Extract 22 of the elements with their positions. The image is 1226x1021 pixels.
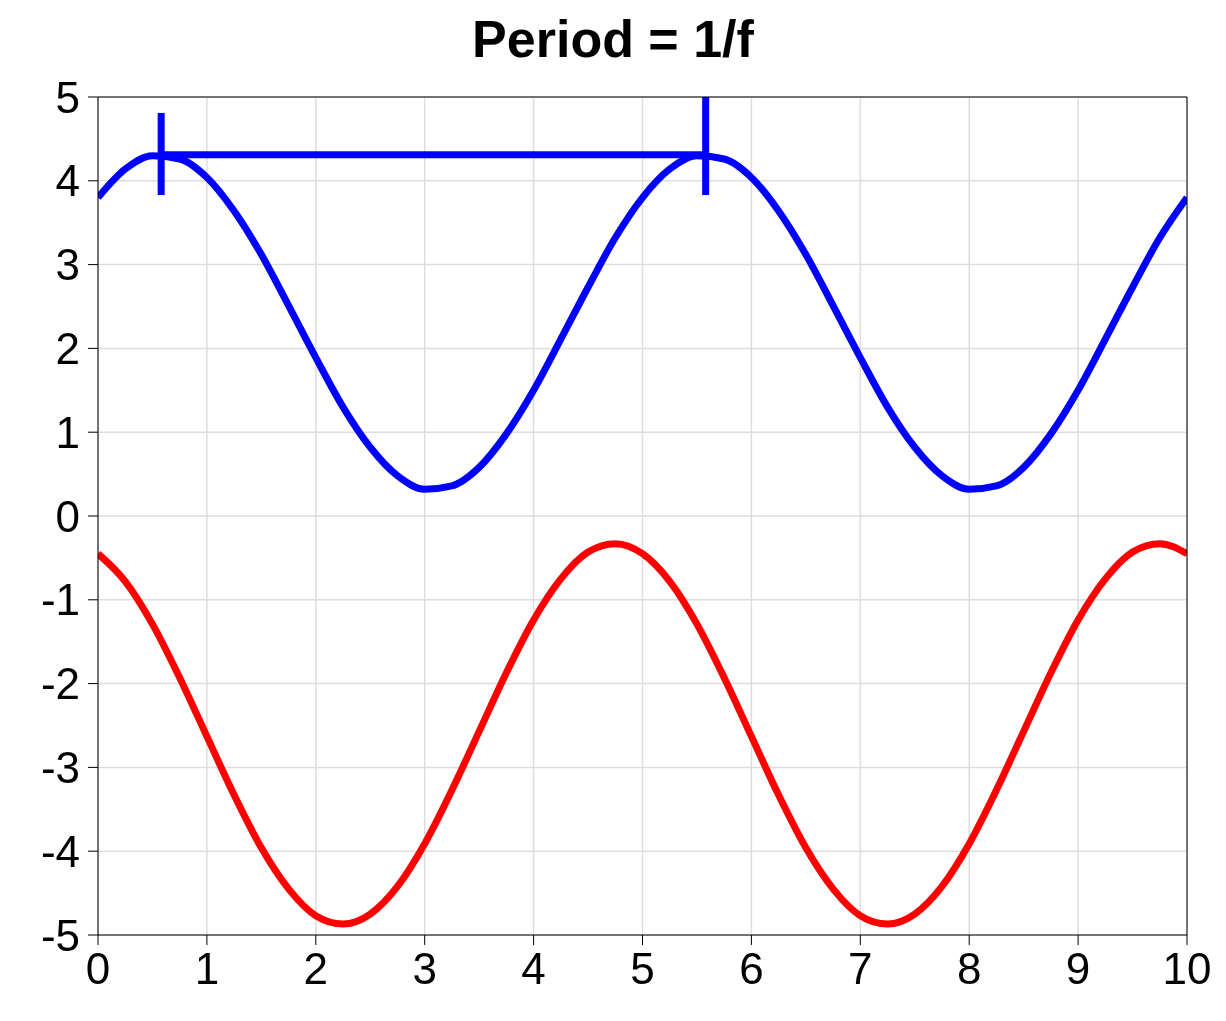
- y-tick-label: 4: [55, 156, 80, 206]
- y-tick-label: 5: [55, 72, 80, 122]
- x-tick-label: 1: [194, 944, 220, 994]
- y-tick-label: -5: [40, 910, 80, 960]
- x-tick-label: 5: [630, 944, 655, 994]
- y-tick-label: 2: [55, 324, 80, 374]
- y-tick-label: -2: [40, 659, 80, 709]
- y-tick-label: -1: [40, 575, 80, 625]
- x-tick-label: 6: [739, 944, 764, 994]
- x-tick-label: 9: [1065, 944, 1091, 994]
- y-tick-label: -3: [40, 743, 80, 793]
- y-tick-label: 0: [55, 491, 80, 541]
- x-tick-label: 4: [521, 944, 546, 994]
- chart-title: Period = 1/f: [471, 9, 755, 70]
- x-tick-label: 8: [956, 944, 982, 994]
- x-tick-label: 10: [1162, 944, 1212, 994]
- y-tick-label: -4: [40, 826, 80, 876]
- x-tick-label: 7: [848, 944, 873, 994]
- x-tick-label: 3: [412, 944, 437, 994]
- y-tick-label: 3: [55, 240, 80, 290]
- x-tick-label: 2: [303, 944, 329, 994]
- y-tick-label: 1: [55, 407, 80, 457]
